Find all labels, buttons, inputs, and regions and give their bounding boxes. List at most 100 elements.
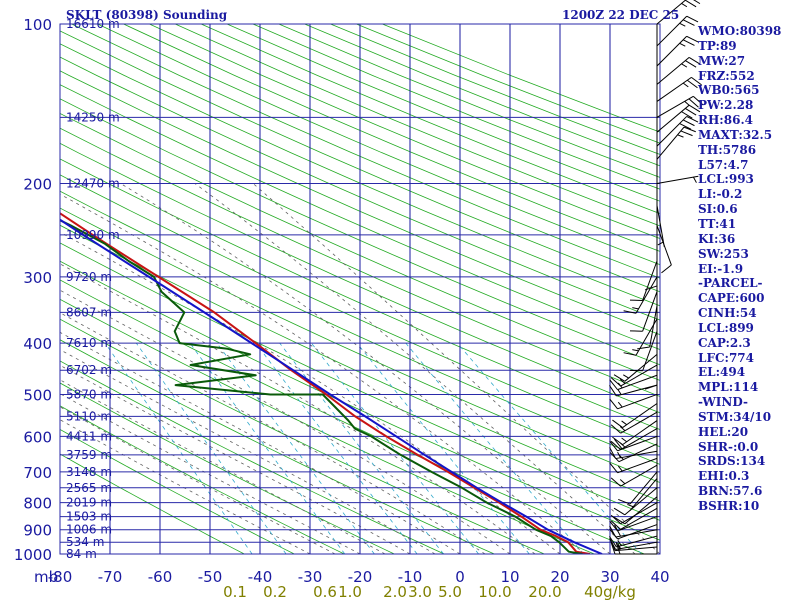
wind-barb-feather	[661, 264, 672, 274]
index-item: MAXT:32.5	[698, 127, 773, 142]
mixing-ratio-label: 10.0	[478, 583, 511, 600]
wind-barb-staff	[656, 175, 699, 185]
wind-barb-feather	[685, 60, 697, 68]
index-item: WMO:80398	[698, 24, 782, 38]
moist-adiabat	[60, 263, 536, 554]
dry-adiabat	[60, 382, 395, 554]
wind-barb-staff	[642, 260, 658, 301]
wind-barb	[656, 104, 701, 133]
index-item: SW:253	[698, 246, 749, 261]
wind-barb	[609, 443, 658, 463]
index-item: L57:4.7	[698, 157, 749, 172]
wind-barb-feather	[688, 98, 699, 108]
wind-barb-feather	[609, 385, 617, 397]
wind-barb-feather	[609, 528, 618, 540]
pressure-unit-label: mb	[34, 568, 58, 586]
wind-barb	[609, 524, 658, 540]
mixing-ratio-line	[356, 342, 530, 554]
chart-lines-layer	[60, 24, 660, 554]
index-item: KI:36	[698, 231, 736, 246]
wind-barb-staff	[620, 502, 658, 525]
wind-barb-half-feather	[681, 63, 688, 68]
wind-barb-feather	[609, 379, 618, 390]
wind-barb-staff	[615, 529, 658, 538]
wind-barb-staff	[620, 428, 658, 451]
index-item: SI:0.6	[698, 202, 738, 217]
wind-barb-half-feather	[617, 451, 622, 458]
index-item: BRN:57.6	[698, 484, 763, 499]
wind-barb	[627, 478, 658, 511]
wind-barb-staff	[620, 364, 658, 387]
chart-datetime: 1200Z 22 DEC 25	[562, 8, 680, 22]
wind-barb	[618, 471, 658, 505]
wind-barb-half-feather	[617, 540, 622, 546]
wind-barb	[612, 403, 658, 428]
mixing-ratio-line	[104, 342, 253, 554]
wind-barb	[656, 225, 672, 274]
index-item: FRZ:552	[698, 68, 755, 83]
wind-barb-feather	[610, 514, 621, 525]
wind-barb-feather	[623, 310, 637, 314]
wind-barb-feather	[609, 440, 618, 452]
mixing-ratio-label: 1.0	[338, 583, 362, 600]
wind-barb-half-feather	[619, 479, 626, 485]
wind-barb-staff	[656, 95, 694, 118]
wind-barb-staff	[656, 104, 690, 133]
index-item: TT:41	[698, 216, 737, 231]
height-label: 1006 m	[66, 523, 112, 537]
mixing-ratio-line	[189, 342, 346, 554]
pressure-tick-label: 500	[23, 386, 52, 404]
height-label: 7610 m	[66, 336, 112, 350]
dry-adiabat	[60, 224, 660, 502]
wind-barb-feather	[609, 538, 617, 550]
temperature-tick-label: -70	[98, 568, 123, 586]
temperature-tick-label: 20	[550, 568, 569, 586]
wind-barb-feather	[681, 111, 693, 119]
moist-adiabat	[252, 183, 660, 554]
wind-barb	[656, 76, 702, 102]
mixing-ratio-label: 3.0	[408, 583, 432, 600]
wind-barbs-layer	[609, 0, 704, 555]
wind-barb-staff	[620, 464, 658, 487]
moist-adiabat	[60, 406, 336, 554]
wind-barb-staff	[616, 535, 658, 548]
wind-barb-feather	[680, 130, 693, 137]
index-item: EL:494	[698, 365, 746, 380]
moist-adiabat	[60, 331, 461, 554]
index-item: WB0:565	[698, 83, 760, 98]
height-label: 5870 m	[66, 387, 112, 401]
wind-barb	[610, 464, 658, 487]
wind-barb-feather	[687, 79, 698, 89]
wind-barb-staff	[649, 305, 658, 348]
height-label: 3759 m	[66, 448, 112, 462]
wind-barb-feather	[693, 95, 704, 106]
wind-barb-staff	[617, 457, 658, 474]
wind-barb	[609, 516, 658, 532]
wind-barb	[629, 291, 658, 332]
wind-barb-feather	[693, 0, 701, 5]
wind-barb-half-feather	[617, 401, 623, 408]
temperature-tick-label: 10	[500, 568, 519, 586]
wind-barb-half-feather	[677, 134, 684, 138]
temperature-tick-label: 0	[455, 568, 465, 586]
wind-barb-half-feather	[681, 3, 688, 8]
plot-frame	[59, 23, 661, 555]
wind-barb-half-feather	[679, 42, 686, 47]
wind-barb-feather	[637, 346, 650, 350]
index-item: EHI:0.3	[698, 469, 750, 484]
mixing-ratio-label: 5.0	[438, 583, 462, 600]
wind-barb	[629, 331, 658, 372]
wind-barb-feather	[644, 384, 658, 390]
index-item: -PARCEL-	[698, 276, 763, 291]
indices-panel: WMO:80398 TP:89 MW:27 FRZ:552 WB0:565 PW:2.28…	[698, 24, 781, 514]
index-item: LCL:993	[698, 172, 754, 187]
index-item: SRDS:134	[698, 454, 766, 469]
wind-barb	[656, 15, 699, 47]
wind-barb-staff	[620, 411, 658, 434]
wind-barb	[644, 343, 658, 390]
wind-barb-feather	[644, 285, 658, 291]
wind-barb	[609, 535, 658, 548]
chart-series-layer	[60, 212, 603, 554]
wind-barb	[613, 353, 658, 382]
